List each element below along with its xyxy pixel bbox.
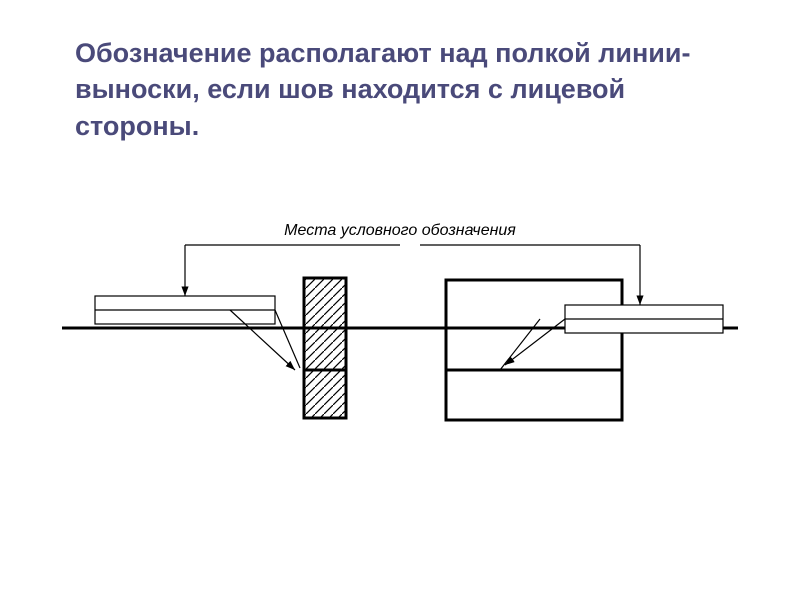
weld-callout-diagram: Места условного обозначения xyxy=(0,0,800,600)
hatched-bar xyxy=(304,278,346,418)
right-box xyxy=(446,280,622,420)
top-leader-left xyxy=(185,245,400,296)
top-leader-right xyxy=(420,245,640,305)
diagram-caption: Места условного обозначения xyxy=(284,222,516,239)
